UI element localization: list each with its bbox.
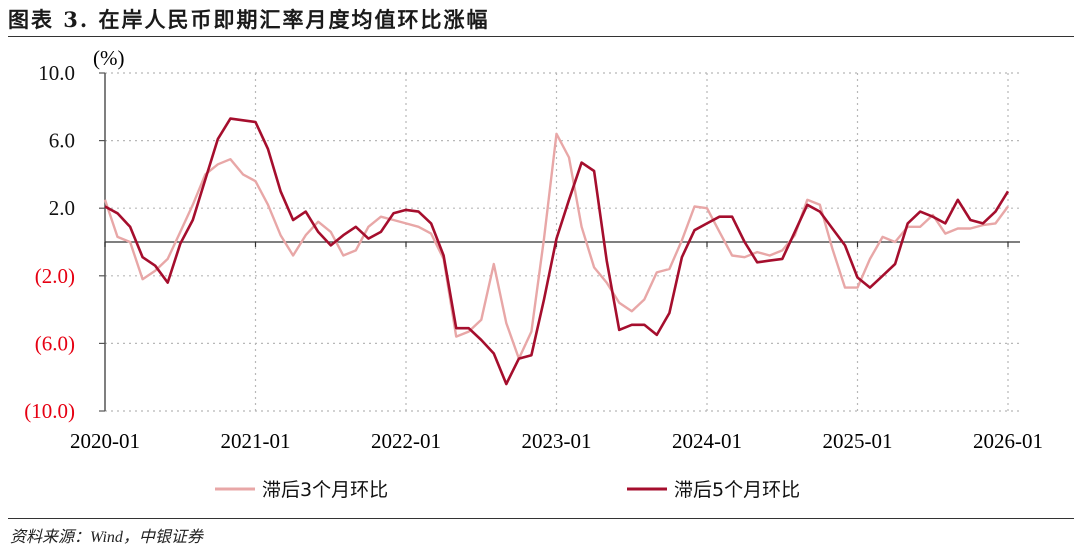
legend-label-lag3: 滞后3个月环比 [262, 479, 388, 501]
source-note: 资料来源：Wind，中银证券 [10, 529, 203, 546]
x-tick-label: 2026-01 [973, 429, 1043, 453]
title-divider [8, 36, 1074, 37]
x-axis: 2020-01 2021-01 2022-01 2023-01 2024-01 2025-… [70, 241, 1043, 453]
series-lag5-line [104, 117, 1010, 386]
y-tick-label: (2.0) [35, 264, 75, 288]
chart-title: 图表 3. 在岸人民币即期汇率月度均值环比涨幅 [8, 7, 490, 32]
y-tick-label: 2.0 [49, 196, 75, 220]
x-tick-label: 2020-01 [70, 429, 140, 453]
y-axis: 10.0 6.0 2.0 (2.0) (6.0) (10.0) [24, 61, 106, 423]
footer-divider [8, 518, 1074, 519]
legend: 滞后3个月环比 滞后5个月环比 [215, 479, 800, 501]
series-lag3-line [103, 132, 1009, 360]
y-tick-label: 6.0 [49, 129, 75, 153]
x-tick-label: 2022-01 [371, 429, 441, 453]
x-tick-label: 2025-01 [823, 429, 893, 453]
x-tick-label: 2023-01 [522, 429, 592, 453]
x-tick-label: 2024-01 [672, 429, 742, 453]
x-tick-label: 2021-01 [221, 429, 291, 453]
y-axis-unit: (%) [93, 46, 124, 70]
y-tick-label: (10.0) [24, 399, 75, 423]
y-tick-label: (6.0) [35, 331, 75, 355]
y-tick-label: 10.0 [38, 61, 75, 85]
series-lines [103, 117, 1010, 386]
legend-label-lag5: 滞后5个月环比 [674, 479, 800, 501]
